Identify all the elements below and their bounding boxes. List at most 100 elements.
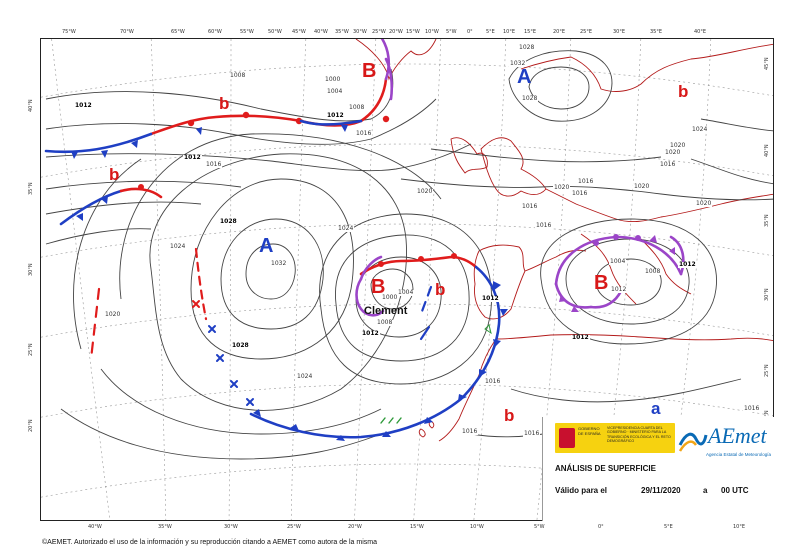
isobar-label: 1000: [381, 294, 399, 301]
isobar-label: 1004: [609, 258, 627, 265]
lon-tick: 25°E: [580, 29, 593, 35]
low-pressure-center: b: [435, 280, 446, 299]
government-label: GOBIERNO DE ESPAÑA: [578, 426, 601, 436]
lon-tick: 20°E: [553, 29, 566, 35]
isobar-label: 1020: [633, 183, 651, 190]
isobar-label: 1012: [481, 295, 500, 302]
valid-separator: a: [703, 486, 708, 495]
lat-tick: 35°N: [28, 182, 34, 195]
isobar-label: 1016: [521, 203, 539, 210]
isobar-label: 1004: [397, 289, 415, 296]
isobar-label: 1020: [664, 149, 682, 156]
isobar-label: 1024: [337, 225, 355, 232]
low-pressure-center: b: [504, 406, 515, 425]
isobar-label: 1016: [461, 428, 479, 435]
isobar-label: 1024: [169, 243, 187, 250]
isobar-label: 1016: [535, 222, 553, 229]
lon-tick: 20°W: [389, 29, 403, 35]
isobar-label: 1016: [743, 405, 761, 412]
map-canvas: [41, 39, 773, 520]
isobar-label: 1008: [376, 319, 394, 326]
low-pressure-center: b: [219, 94, 230, 113]
isobar-label: 1008: [348, 104, 366, 111]
lon-tick: 0°: [467, 29, 473, 35]
lon-tick: 35°W: [335, 29, 349, 35]
isobar-label: 1024: [691, 126, 709, 133]
lon-tick: 65°W: [171, 29, 185, 35]
low-pressure-center: B: [362, 60, 377, 82]
lon-tick: 5°W: [534, 524, 545, 530]
lat-tick: 25°N: [764, 364, 770, 377]
lon-tick: 10°W: [470, 524, 484, 530]
lon-tick: 50°W: [268, 29, 282, 35]
isobar-label: 1012: [678, 261, 697, 268]
isobar-label: 1016: [355, 130, 373, 137]
lon-tick: 20°W: [348, 524, 362, 530]
weather-map: A A a B B B b b b b b b Clement 1012 100…: [40, 38, 774, 521]
lon-tick: 45°W: [292, 29, 306, 35]
low-pressure-center: B: [371, 276, 386, 298]
isobar-label: 1032: [270, 260, 288, 267]
isobar-label: 1012: [361, 330, 380, 337]
isobar-label: 1000: [324, 76, 342, 83]
isobar-label: 1016: [484, 378, 502, 385]
low-pressure-center: b: [678, 82, 689, 101]
copyright-notice: ©AEMET. Autorizado el uso de la informac…: [42, 539, 377, 546]
isobar-label: 1012: [74, 102, 93, 109]
lon-tick: 5°W: [446, 29, 457, 35]
lon-tick: 15°E: [524, 29, 537, 35]
lon-tick: 30°W: [224, 524, 238, 530]
legend-box: GOBIERNO DE ESPAÑA VICEPRESIDENCIA CUART…: [542, 417, 775, 521]
lat-tick: 30°N: [764, 288, 770, 301]
lat-tick: 20°N: [28, 419, 34, 432]
valid-time: 00 UTC: [721, 486, 749, 495]
lon-tick: 35°W: [158, 524, 172, 530]
lon-tick: 0°: [598, 524, 604, 530]
isobar-label: 1020: [669, 142, 687, 149]
isobar-label: 1028: [231, 342, 250, 349]
lon-tick: 70°W: [120, 29, 134, 35]
lon-tick: 40°E: [694, 29, 707, 35]
lon-tick: 60°W: [208, 29, 222, 35]
isobar-label: 1020: [416, 188, 434, 195]
lon-tick: 5°E: [664, 524, 673, 530]
government-logo: GOBIERNO DE ESPAÑA VICEPRESIDENCIA CUART…: [555, 423, 675, 453]
isobar-label: 1016: [577, 178, 595, 185]
isobar-label: 1028: [518, 44, 536, 51]
isobar-label: 1016: [571, 190, 589, 197]
isobar-label: 1004: [326, 88, 344, 95]
isobar-label: 1012: [610, 286, 628, 293]
lon-tick: 10°E: [503, 29, 516, 35]
lon-tick: 40°W: [314, 29, 328, 35]
isobar-label: 1016: [659, 161, 677, 168]
isobar-label: 1028: [219, 218, 238, 225]
instability-line: [208, 325, 254, 406]
aemet-wave-icon: [678, 432, 708, 452]
lon-tick: 35°E: [650, 29, 663, 35]
lat-tick: 35°N: [764, 214, 770, 227]
ministry-label: VICEPRESIDENCIA CUARTA DEL GOBIERNO · MI…: [607, 426, 671, 444]
low-pressure-center: b: [109, 165, 120, 184]
isobar-label: 1020: [104, 311, 122, 318]
isobar-label: 1020: [553, 184, 571, 191]
low-pressure-center: B: [594, 272, 609, 294]
aemet-wordmark: AEmet: [708, 423, 767, 448]
isobar-label: 1008: [644, 268, 662, 275]
fronts: [44, 39, 685, 441]
map-title: ANÁLISIS DE SUPERFICIE: [555, 464, 656, 473]
lon-tick: 15°W: [406, 29, 420, 35]
lon-tick: 25°W: [372, 29, 386, 35]
isobar-label: 1012: [326, 112, 345, 119]
valid-date: 29/11/2020: [641, 486, 681, 495]
coastlines: [355, 39, 773, 442]
isobar-label: 1016: [205, 161, 223, 168]
lon-tick: 30°W: [353, 29, 367, 35]
lon-tick: 55°W: [240, 29, 254, 35]
storm-name-label: Clement: [364, 305, 408, 317]
lat-tick: 40°N: [28, 99, 34, 112]
coat-of-arms-icon: [559, 428, 575, 448]
lon-tick: 25°W: [287, 524, 301, 530]
lon-tick: 40°W: [88, 524, 102, 530]
lat-tick: 30°N: [28, 263, 34, 276]
lon-tick: 5°E: [486, 29, 495, 35]
